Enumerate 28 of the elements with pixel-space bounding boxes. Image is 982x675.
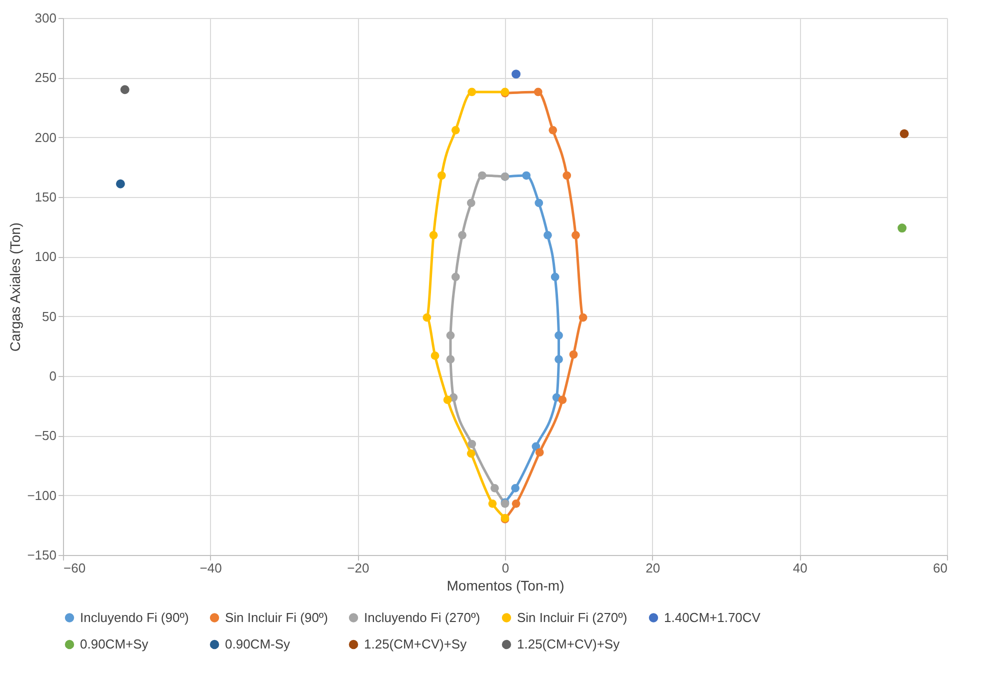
legend-label: Incluyendo Fi (270º) [364, 610, 480, 625]
y-tick-label: 300 [34, 10, 56, 26]
legend-label: 0.90CM-Sy [225, 636, 291, 652]
legend-label: 0.90CM+Sy [80, 636, 149, 652]
y-tick-label: −50 [34, 428, 56, 444]
y-axis-title: Cargas Axiales (Ton) [7, 222, 24, 352]
x-tick-label: 0 [502, 560, 510, 576]
x-tick-label: −60 [64, 560, 86, 576]
legend-label: 1.40CM+1.70CV [664, 610, 761, 625]
x-tick-label: 20 [646, 560, 660, 576]
x-axis-title: Momentos (Ton-m) [446, 578, 564, 594]
y-tick-label: 250 [34, 70, 56, 86]
legend-label: Incluyendo Fi (90º) [80, 610, 189, 625]
y-tick-label: −150 [27, 548, 56, 562]
x-tick-label: −20 [347, 560, 370, 576]
legend-label: Sin Incluir Fi (270º) [517, 610, 628, 625]
x-tick-label: 40 [792, 560, 808, 576]
x-tick-label: −40 [200, 560, 222, 576]
y-tick-label: 150 [34, 190, 56, 204]
legend-label: 1.25(CM+CV)+Sy [517, 636, 620, 652]
x-tick-label: 60 [933, 560, 948, 576]
y-tick-label: 100 [34, 249, 56, 264]
y-tick-label: 200 [34, 130, 56, 145]
legend-label: 1.25(CM+CV)+Sy [364, 636, 468, 652]
y-tick-label: 0 [49, 368, 56, 384]
y-tick-label: 50 [42, 308, 56, 324]
y-tick-label: −100 [27, 488, 56, 503]
legend-label: Sin Incluir Fi (90º) [225, 610, 328, 625]
